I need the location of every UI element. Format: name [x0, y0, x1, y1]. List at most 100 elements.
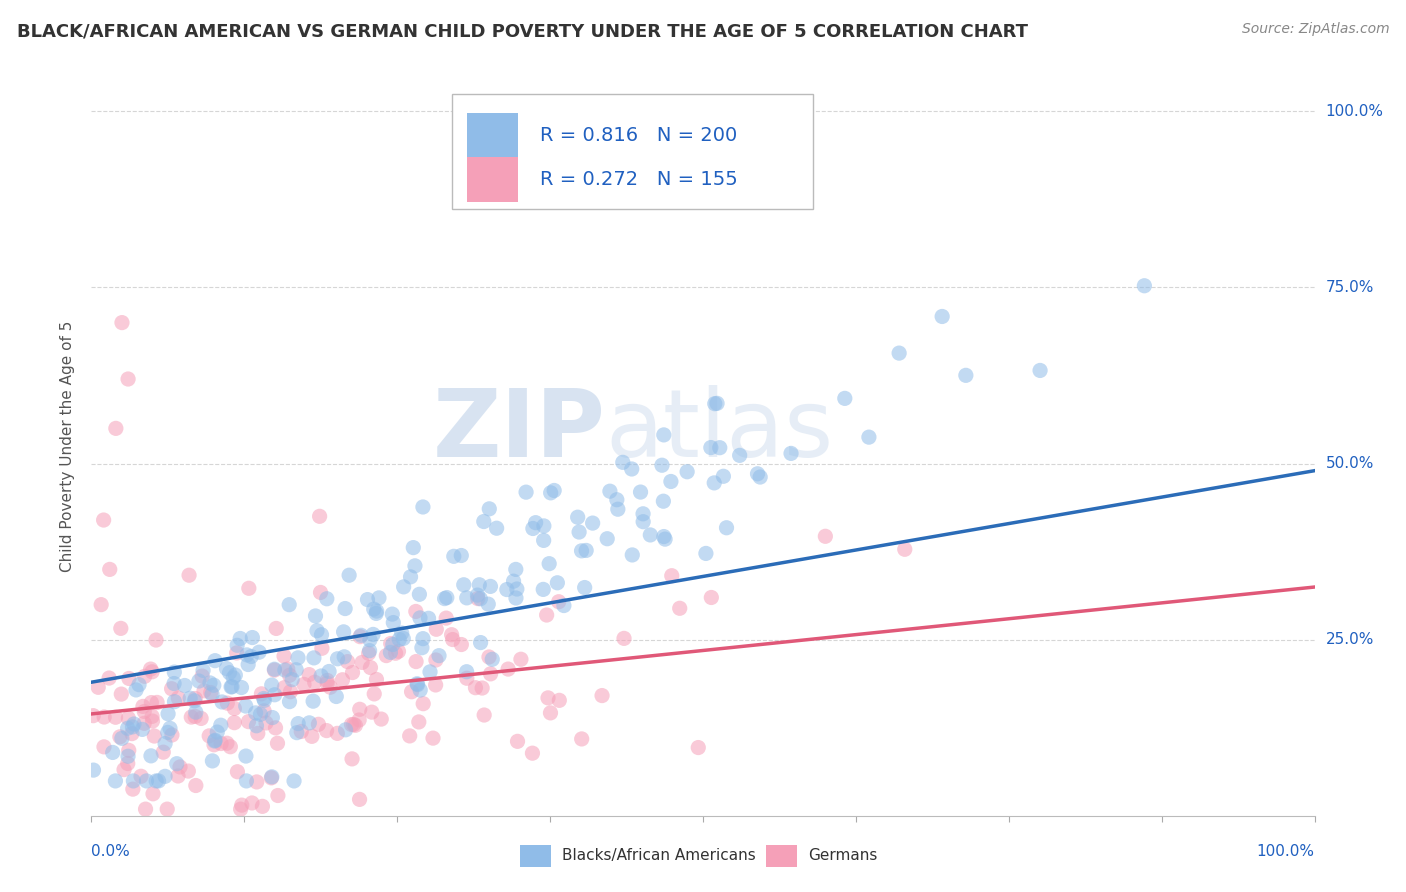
Point: [198, 729, 221, 743]
Point: [425, 678, 447, 692]
Point: [308, 509, 330, 524]
Point: [382, 615, 405, 630]
Point: [254, 715, 277, 730]
Point: [360, 705, 382, 719]
Point: [128, 678, 150, 692]
Point: [298, 715, 321, 730]
Point: [620, 462, 643, 476]
Point: [224, 668, 246, 682]
Point: [280, 684, 302, 698]
Text: R = 0.272   N = 155: R = 0.272 N = 155: [540, 170, 738, 189]
Point: [409, 611, 432, 625]
Point: [285, 725, 308, 739]
Point: [224, 701, 246, 715]
Point: [780, 446, 803, 460]
Point: [253, 691, 276, 706]
Point: [479, 666, 502, 681]
Point: [104, 773, 127, 788]
Point: [349, 792, 371, 806]
Point: [359, 643, 381, 657]
Point: [456, 671, 478, 685]
Point: [117, 711, 139, 725]
Point: [515, 485, 537, 500]
Text: Germans: Germans: [808, 848, 877, 863]
Point: [352, 656, 374, 670]
Point: [399, 570, 422, 584]
Point: [281, 673, 304, 687]
Point: [368, 591, 391, 605]
Point: [305, 624, 328, 638]
Point: [651, 458, 673, 473]
Text: Source: ZipAtlas.com: Source: ZipAtlas.com: [1241, 22, 1389, 37]
Point: [263, 663, 285, 677]
FancyBboxPatch shape: [467, 112, 519, 157]
Point: [245, 706, 267, 720]
Point: [160, 728, 183, 742]
Point: [249, 707, 271, 722]
Point: [184, 705, 207, 719]
Point: [238, 657, 260, 672]
Point: [264, 721, 287, 735]
Point: [591, 689, 613, 703]
Point: [278, 695, 301, 709]
Point: [412, 500, 434, 514]
Point: [82, 763, 104, 777]
Point: [253, 693, 276, 707]
Point: [427, 648, 450, 663]
Point: [814, 529, 837, 543]
Point: [260, 678, 283, 692]
Point: [661, 568, 683, 582]
Point: [406, 677, 429, 691]
Point: [177, 764, 200, 778]
Point: [204, 654, 226, 668]
Point: [219, 739, 242, 754]
Point: [143, 729, 166, 743]
Point: [456, 591, 478, 605]
Point: [156, 802, 179, 816]
Point: [706, 396, 728, 410]
Point: [134, 669, 156, 683]
Point: [247, 645, 270, 659]
Point: [202, 738, 225, 752]
Point: [411, 640, 433, 655]
Text: atlas: atlas: [605, 385, 834, 477]
Point: [118, 672, 141, 686]
Point: [363, 602, 385, 616]
Point: [304, 675, 326, 690]
Point: [350, 628, 373, 642]
Point: [226, 764, 249, 779]
Point: [202, 678, 225, 692]
Point: [240, 631, 263, 645]
Point: [343, 717, 366, 731]
Point: [184, 691, 207, 706]
Point: [405, 604, 427, 618]
Point: [82, 708, 104, 723]
Point: [187, 673, 209, 688]
Point: [169, 760, 191, 774]
Point: [342, 665, 364, 680]
Point: [332, 673, 354, 687]
Text: 0.0%: 0.0%: [91, 845, 131, 859]
Point: [506, 734, 529, 748]
Point: [404, 558, 426, 573]
Text: 25.0%: 25.0%: [1326, 632, 1374, 648]
Point: [418, 611, 440, 625]
Point: [955, 368, 977, 383]
Text: ZIP: ZIP: [432, 385, 605, 477]
Point: [246, 726, 269, 740]
Point: [349, 630, 371, 644]
Point: [316, 673, 339, 688]
Point: [287, 650, 309, 665]
Point: [301, 729, 323, 743]
Y-axis label: Child Poverty Under the Age of 5: Child Poverty Under the Age of 5: [60, 320, 76, 572]
Point: [262, 710, 284, 724]
Point: [363, 687, 385, 701]
Point: [325, 690, 347, 704]
Point: [606, 502, 628, 516]
Point: [173, 678, 195, 692]
Point: [834, 392, 856, 406]
Point: [93, 513, 115, 527]
Point: [533, 533, 555, 548]
Point: [135, 802, 157, 816]
Point: [387, 644, 409, 658]
